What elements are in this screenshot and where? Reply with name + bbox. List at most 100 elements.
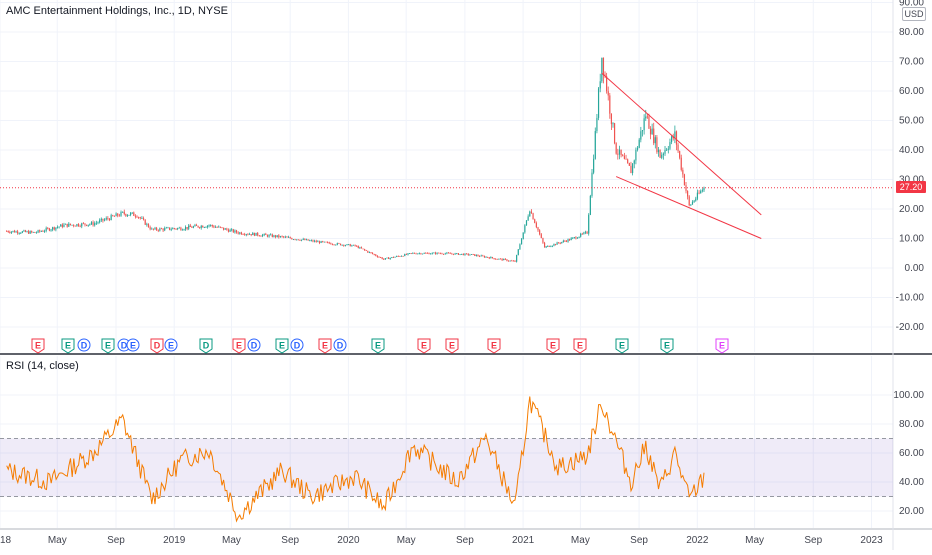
event-marker-label: E [35, 341, 41, 351]
candle-body [376, 255, 378, 257]
candle-body [397, 256, 399, 257]
candle-body [525, 220, 528, 226]
candle-body [71, 224, 73, 226]
event-marker-label: E [130, 341, 136, 351]
candle-body [381, 257, 383, 259]
candle-body [138, 217, 140, 218]
candle-body [210, 224, 212, 226]
candle-body [274, 235, 277, 238]
earnings-marker-shape [232, 338, 246, 354]
candle-body [687, 190, 689, 197]
candle-body [534, 219, 536, 224]
candle-body [638, 139, 640, 148]
rsi-line [6, 396, 705, 523]
candle-body [244, 234, 246, 236]
candle-body [643, 118, 645, 131]
candle-body [125, 213, 127, 216]
candle-body [312, 240, 314, 242]
candle-body [680, 157, 682, 170]
rsi-title: RSI (14, close) [6, 360, 79, 372]
candle-body [477, 255, 479, 256]
candle-body [134, 215, 136, 217]
candle-body [633, 160, 635, 164]
candle-body [154, 227, 156, 230]
trendline [601, 72, 762, 216]
dividend-marker-shape [290, 338, 304, 352]
candle-body [469, 254, 471, 256]
candle-body [131, 212, 133, 214]
earnings-marker-shape [445, 338, 459, 354]
earnings-marker-shape [31, 338, 45, 354]
candle-body [292, 239, 295, 241]
candle-body [384, 258, 386, 260]
candle-body [378, 256, 380, 258]
candle-body [433, 252, 435, 254]
event-marker-label: D [203, 341, 210, 351]
candle-body [330, 243, 332, 245]
candle-body [29, 231, 31, 234]
candle-body [257, 232, 259, 236]
dividend-marker-shape [247, 338, 261, 352]
candle-body [434, 252, 437, 254]
x-tick-label: Sep [281, 535, 299, 546]
y-tick-label: 70.00 [899, 57, 924, 68]
x-tick-label: 2022 [686, 535, 709, 546]
candle-body [214, 227, 217, 228]
candle-body [372, 252, 374, 254]
earnings-marker: D [150, 338, 164, 354]
candle-body [677, 144, 679, 152]
candle-body [229, 229, 231, 232]
candle-body [183, 229, 185, 231]
candle-body [100, 218, 102, 221]
rsi-y-tick-label: 40.00 [899, 477, 924, 488]
currency-badge[interactable]: USD [902, 7, 926, 21]
candle-body [7, 231, 9, 233]
candle-body [160, 228, 163, 230]
candle-body [597, 88, 600, 118]
candle-body [654, 137, 656, 144]
x-tick-label: May [397, 535, 416, 546]
candle-body [649, 128, 652, 135]
candle-body [539, 230, 541, 235]
event-marker-label: D [121, 341, 128, 351]
candle-body [535, 223, 537, 228]
dividend-marker: D [333, 338, 347, 352]
earnings-marker: E [715, 338, 729, 354]
candle-body [604, 74, 606, 77]
candle-body [82, 223, 84, 225]
candle-body [636, 147, 639, 150]
candle-body [679, 151, 681, 158]
candle-body [466, 253, 468, 255]
candle-body [695, 198, 697, 201]
chart-title: AMC Entertainment Holdings, Inc., 1D, NY… [6, 5, 228, 17]
candle-body [37, 230, 39, 233]
candle-body [247, 234, 249, 236]
candle-body [245, 234, 247, 236]
candle-body [667, 148, 669, 150]
candle-body [289, 237, 291, 239]
candle-body [149, 227, 151, 230]
candle-body [224, 228, 226, 230]
candle-body [271, 234, 273, 237]
candle-body [118, 215, 120, 217]
candle-body [423, 252, 425, 254]
candle-body [206, 225, 209, 228]
candle-body [186, 227, 188, 229]
candle-body [309, 240, 311, 242]
candle-body [421, 253, 424, 255]
price-candles [6, 57, 705, 263]
candle-body [227, 229, 230, 232]
candle-body [130, 213, 132, 215]
candle-body [84, 223, 86, 225]
earnings-marker-shape [660, 338, 674, 354]
candle-body [438, 252, 440, 254]
candle-body [698, 192, 700, 194]
candle-body [594, 131, 596, 159]
candle-body [451, 253, 453, 255]
earnings-marker-shape [61, 338, 75, 354]
candle-body [97, 222, 99, 224]
candle-body [662, 153, 664, 155]
candle-body [504, 258, 506, 260]
candle-body [554, 244, 557, 245]
